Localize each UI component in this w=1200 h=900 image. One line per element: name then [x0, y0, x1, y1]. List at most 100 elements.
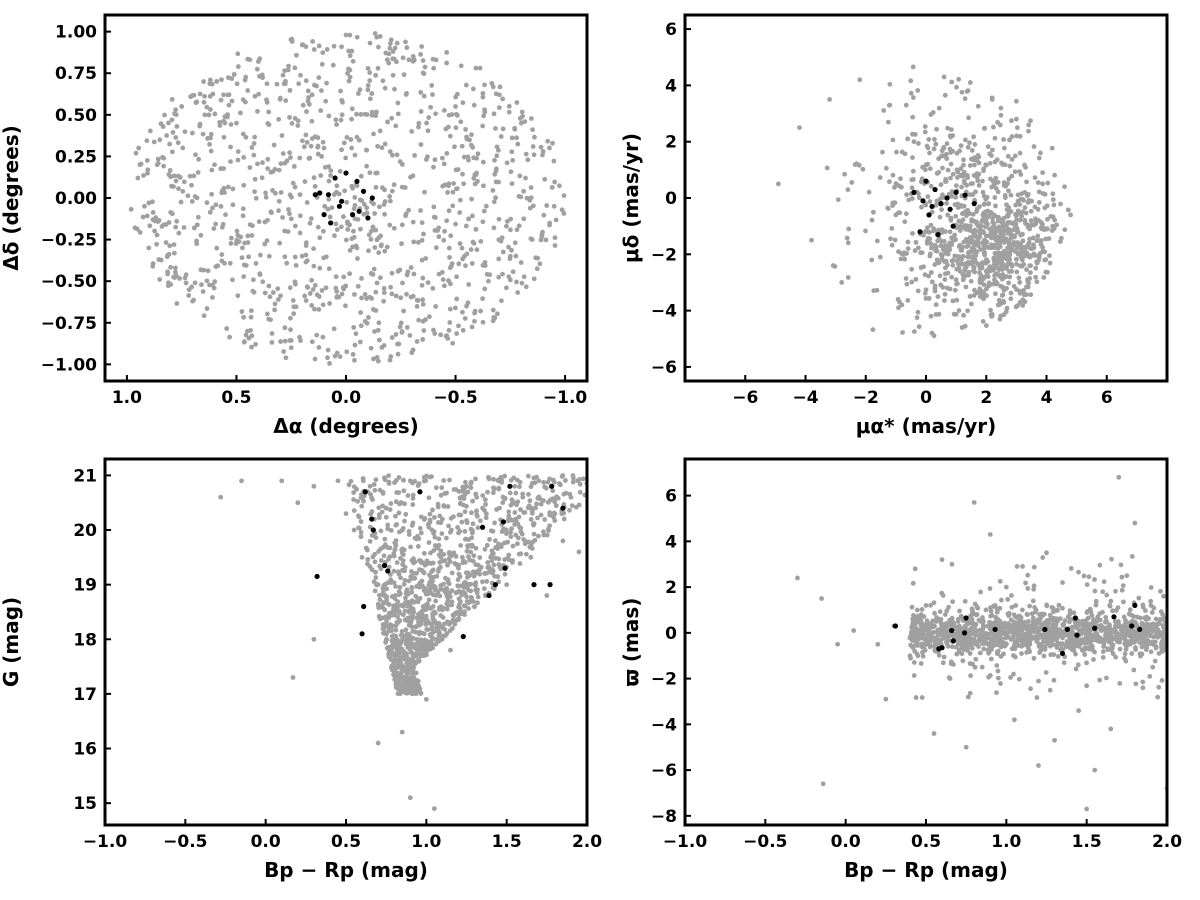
field-star-point: [167, 167, 173, 173]
field-star-point: [386, 610, 392, 616]
field-star-point: [311, 175, 317, 181]
field-star-point: [423, 317, 428, 323]
field-star-point: [1097, 611, 1102, 617]
field-star-point: [263, 190, 268, 196]
field-star-point: [419, 578, 425, 584]
field-star-point: [372, 211, 378, 216]
field-star-point: [981, 230, 987, 236]
field-star-point: [430, 616, 436, 622]
field-star-point: [446, 523, 451, 529]
field-star-point: [173, 273, 179, 279]
field-star-point: [396, 671, 402, 677]
field-star-point: [315, 143, 321, 149]
field-star-point: [292, 223, 298, 229]
field-star-point: [157, 277, 163, 282]
field-star-point: [256, 91, 262, 97]
field-star-point: [1030, 615, 1036, 621]
field-star-point: [1119, 574, 1125, 580]
field-star-point: [1035, 180, 1041, 185]
field-star-point: [422, 189, 427, 195]
field-star-point: [437, 513, 443, 519]
field-star-point: [291, 163, 297, 169]
field-star-point: [314, 332, 320, 338]
field-star-point: [945, 643, 951, 649]
field-star-point: [377, 275, 383, 281]
field-star-point: [967, 690, 973, 696]
field-star-point: [494, 166, 499, 172]
field-star-point: [358, 173, 364, 179]
field-star-point: [289, 120, 295, 126]
member-star-point: [369, 195, 375, 201]
field-star-point: [958, 219, 964, 225]
field-star-point: [966, 272, 971, 278]
field-star-point: [1065, 207, 1071, 213]
field-star-point: [256, 219, 262, 225]
field-star-point: [334, 183, 340, 189]
field-star-point: [397, 584, 403, 590]
field-star-point: [426, 588, 432, 593]
field-star-point: [245, 56, 251, 62]
field-star-point: [367, 483, 373, 489]
member-star-point: [343, 170, 349, 176]
field-star-point: [436, 271, 442, 277]
field-star-point: [390, 72, 396, 78]
y-tick-label: 2: [665, 133, 677, 153]
field-star-point: [386, 644, 392, 650]
field-star-point: [1012, 233, 1017, 239]
field-star-point: [469, 261, 475, 266]
field-star-point: [522, 541, 528, 547]
field-star-point: [977, 294, 983, 299]
field-star-point: [954, 175, 960, 180]
field-star-point: [535, 495, 541, 501]
field-star-point: [229, 76, 235, 81]
field-star-point: [165, 252, 171, 258]
field-star-point: [162, 112, 167, 118]
field-star-point: [910, 616, 916, 622]
field-star-point: [870, 209, 876, 215]
field-star-point: [399, 184, 405, 190]
field-star-point: [527, 498, 533, 504]
field-star-point: [450, 612, 456, 618]
field-star-point: [944, 243, 950, 248]
field-star-point: [1021, 292, 1027, 298]
field-star-point: [874, 238, 880, 244]
field-star-point: [401, 656, 407, 662]
field-star-point: [418, 51, 423, 57]
y-tick-label: 21: [73, 466, 97, 486]
field-star-point: [359, 503, 365, 509]
field-star-point: [389, 335, 395, 340]
field-star-point: [445, 190, 450, 195]
field-star-point: [352, 195, 358, 200]
field-star-point: [947, 146, 953, 152]
field-star-point: [353, 331, 359, 337]
field-star-point: [300, 138, 305, 144]
field-star-point: [407, 675, 412, 681]
field-star-point: [954, 84, 959, 90]
field-star-point: [893, 212, 899, 218]
field-star-point: [517, 561, 523, 566]
field-star-point: [909, 185, 915, 191]
field-star-point: [297, 192, 303, 197]
field-star-point: [425, 627, 431, 633]
field-star-point: [509, 135, 515, 141]
field-star-point: [417, 584, 423, 590]
field-star-point: [324, 80, 329, 86]
field-star-point: [1014, 125, 1020, 131]
field-star-point: [969, 301, 974, 307]
field-star-point: [352, 292, 357, 297]
field-star-point: [493, 126, 498, 131]
member-star-point: [381, 562, 388, 569]
field-star-point: [505, 555, 511, 561]
field-star-point: [189, 198, 195, 204]
field-star-point: [507, 490, 513, 496]
field-star-point: [275, 297, 281, 303]
field-star-point: [474, 494, 480, 500]
field-star-point: [223, 212, 228, 218]
field-star-point: [922, 124, 928, 129]
field-star-point: [318, 88, 324, 93]
field-star-point: [932, 286, 938, 291]
field-star-point: [506, 244, 511, 250]
field-star-point: [320, 228, 326, 234]
field-star-point: [481, 183, 486, 189]
field-star-point: [1116, 632, 1122, 637]
